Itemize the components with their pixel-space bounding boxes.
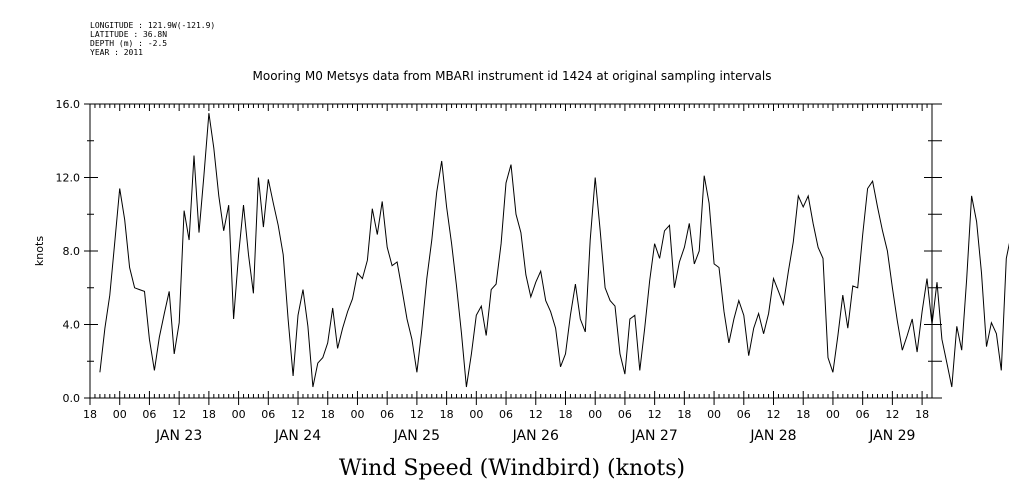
- axis-ticks: [84, 103, 942, 405]
- axis-labels: 18 00 06 12 18 00 06 12 18 00 06 12 18 00 06 12 18 00 06 12…: [56, 98, 930, 444]
- x-tick-label: 00: [588, 408, 602, 421]
- day-label: JAN 29: [868, 428, 915, 444]
- y-tick-label: 12.0: [56, 172, 81, 185]
- x-tick-label: 06: [856, 408, 870, 421]
- metadata-block: LONGITUDE : 121.9W(-121.9) LATITUDE : 36…: [90, 21, 215, 57]
- x-axis-title: Wind Speed (Windbird) (knots): [339, 456, 685, 481]
- x-tick-label: 18: [677, 408, 691, 421]
- x-tick-label: 18: [558, 408, 572, 421]
- plot-frame: [89, 103, 933, 399]
- day-label: JAN 26: [512, 428, 559, 444]
- x-tick-label: 06: [380, 408, 394, 421]
- x-tick-label: 00: [232, 408, 246, 421]
- day-label: JAN 27: [631, 428, 678, 444]
- x-tick-label: 12: [410, 408, 424, 421]
- x-tick-label: 00: [826, 408, 840, 421]
- day-label: JAN 24: [274, 428, 321, 444]
- x-tick-label: 18: [202, 408, 216, 421]
- x-tick-label: 06: [737, 408, 751, 421]
- y-tick-label: 0.0: [63, 392, 81, 405]
- meta-depth: DEPTH (m) : -2.5: [90, 39, 168, 48]
- day-label: JAN 25: [393, 428, 440, 444]
- x-tick-label: 06: [142, 408, 156, 421]
- chart-title: Mooring M0 Metsys data from MBARI instru…: [253, 69, 772, 83]
- x-tick-label: 18: [915, 408, 929, 421]
- day-label: JAN 28: [749, 428, 796, 444]
- x-tick-label: 00: [113, 408, 127, 421]
- x-tick-label: 12: [529, 408, 543, 421]
- x-tick-label: 18: [440, 408, 454, 421]
- meta-year: YEAR : 2011: [90, 48, 143, 57]
- x-tick-label: 18: [83, 408, 97, 421]
- x-tick-label: 18: [796, 408, 810, 421]
- x-tick-label: 06: [618, 408, 632, 421]
- y-axis-label: knots: [33, 236, 46, 266]
- x-tick-label: 06: [499, 408, 513, 421]
- x-tick-label: 12: [172, 408, 186, 421]
- x-tick-label: 18: [321, 408, 335, 421]
- x-tick-label: 12: [648, 408, 662, 421]
- x-tick-label: 00: [707, 408, 721, 421]
- x-tick-label: 06: [261, 408, 275, 421]
- x-tick-label: 00: [350, 408, 364, 421]
- y-tick-label: 4.0: [63, 319, 81, 332]
- x-tick-label: 12: [885, 408, 899, 421]
- wind-speed-line: [99, 113, 1009, 388]
- x-tick-label: 12: [767, 408, 781, 421]
- meta-latitude: LATITUDE : 36.8N: [90, 30, 168, 39]
- meta-longitude: LONGITUDE : 121.9W(-121.9): [90, 21, 216, 30]
- y-tick-label: 16.0: [56, 98, 81, 111]
- x-tick-label: 00: [469, 408, 483, 421]
- x-tick-label: 12: [291, 408, 305, 421]
- y-tick-label: 8.0: [63, 245, 81, 258]
- day-label: JAN 23: [155, 428, 202, 444]
